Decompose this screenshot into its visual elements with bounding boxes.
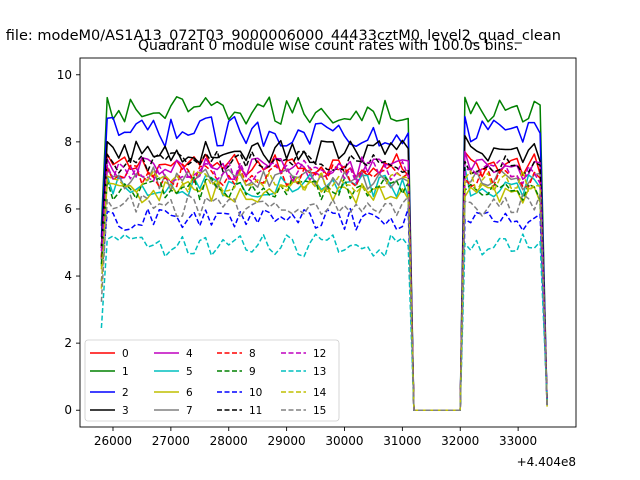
series-line-14 — [100, 169, 548, 411]
y-tick-label: 4 — [64, 269, 72, 283]
series-line-7 — [100, 166, 548, 411]
legend-label-1: 1 — [122, 366, 129, 378]
x-tick-label: 30000 — [325, 434, 363, 448]
series-line-13 — [100, 233, 548, 411]
x-offset-label: +4.404e8 — [517, 455, 576, 469]
y-axis: 0 2 4 6 8 10 — [57, 68, 80, 417]
legend-label-6: 6 — [186, 387, 193, 399]
legend-label-12: 12 — [313, 348, 326, 360]
legend-label-10: 10 — [249, 387, 262, 399]
legend-label-9: 9 — [249, 366, 256, 378]
series-line-11 — [100, 150, 548, 411]
legend-label-14: 14 — [313, 387, 327, 399]
y-tick-label: 10 — [57, 68, 72, 82]
legend-label-11: 11 — [249, 405, 262, 417]
x-tick-label: 26000 — [94, 434, 132, 448]
legend-box — [84, 339, 340, 422]
series-line-4 — [100, 150, 548, 411]
chart-title: Quadrant 0 module wise count rates with … — [138, 38, 518, 54]
x-tick-label: 27000 — [152, 434, 190, 448]
series-line-10 — [100, 207, 548, 411]
x-tick-label: 29000 — [268, 434, 306, 448]
legend-label-2: 2 — [122, 387, 129, 399]
legend-label-8: 8 — [249, 348, 256, 360]
x-axis: 26000 27000 28000 29000 30000 31000 32000 33000 — [94, 427, 537, 448]
legend-label-3: 3 — [122, 405, 129, 417]
y-tick-label: 8 — [64, 135, 72, 149]
series-line-8 — [100, 163, 548, 411]
series-line-1 — [100, 96, 548, 411]
legend-label-4: 4 — [186, 348, 193, 360]
legend-label-13: 13 — [313, 366, 326, 378]
figure-suptitle: n file: modeM0/AS1A13_072T03_9000006000_… — [0, 28, 561, 44]
y-tick-label: 0 — [64, 403, 72, 417]
plot-area — [100, 96, 548, 411]
x-tick-label: 28000 — [210, 434, 248, 448]
x-tick-label: 33000 — [499, 434, 537, 448]
legend-label-5: 5 — [186, 366, 193, 378]
series-line-2 — [100, 115, 548, 411]
legend-label-7: 7 — [186, 405, 193, 417]
legend-label-15: 15 — [313, 405, 326, 417]
x-tick-label: 32000 — [441, 434, 479, 448]
series-line-15 — [100, 193, 548, 411]
y-tick-label: 2 — [64, 336, 72, 350]
x-tick-label: 31000 — [383, 434, 421, 448]
axes-frame — [79, 57, 577, 428]
y-tick-label: 6 — [64, 202, 72, 216]
legend-label-0: 0 — [122, 348, 129, 360]
